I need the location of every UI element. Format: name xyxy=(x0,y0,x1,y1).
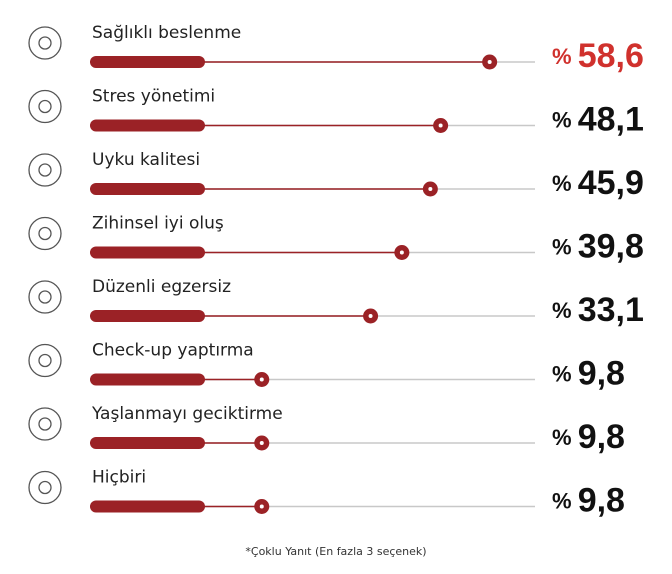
marker-dot xyxy=(487,60,492,64)
value-prefix: % xyxy=(552,171,578,196)
category-label: Zihinsel iyi oluş xyxy=(92,214,224,234)
category-label: Düzenli egzersiz xyxy=(92,277,231,297)
icon-shape xyxy=(28,26,62,60)
value-label: % 58,6 xyxy=(552,37,644,75)
value-number: 9,8 xyxy=(578,481,625,519)
icon xyxy=(28,26,62,60)
value-prefix: % xyxy=(552,425,578,450)
icon-shape xyxy=(28,280,62,314)
value-prefix: % xyxy=(552,44,578,69)
marker-dot xyxy=(259,377,264,382)
category-label: Stres yönetimi xyxy=(92,87,215,107)
value-prefix: % xyxy=(552,298,578,323)
bar-base xyxy=(90,183,205,195)
bar-base xyxy=(90,56,205,68)
category-label: Sağlıklı beslenme xyxy=(92,23,241,43)
value-label: % 33,1 xyxy=(552,291,644,329)
icon-shape xyxy=(28,343,62,378)
value-prefix: % xyxy=(552,361,578,386)
icon xyxy=(28,89,62,124)
icon-shape xyxy=(28,216,62,251)
value-label: % 39,8 xyxy=(552,227,644,265)
value-number: 45,9 xyxy=(578,164,644,202)
bar-base xyxy=(90,373,205,386)
footnote: *Çoklu Yanıt (En fazla 3 seçenek) xyxy=(245,545,426,558)
marker-dot xyxy=(259,504,264,509)
icon-shape xyxy=(38,99,52,114)
value-label: % 48,1 xyxy=(552,100,644,138)
icon xyxy=(28,343,62,378)
icon-shape xyxy=(38,417,52,431)
icon-shape xyxy=(28,470,62,505)
bar-base xyxy=(90,310,205,322)
value-label: % 9,8 xyxy=(552,418,625,456)
value-number: 9,8 xyxy=(578,418,625,456)
icon-shape xyxy=(38,36,52,50)
value-number: 58,6 xyxy=(578,37,644,75)
icon-shape xyxy=(38,290,52,304)
value-label: % 9,8 xyxy=(552,481,625,519)
bar-base xyxy=(90,437,205,449)
value-label: % 45,9 xyxy=(552,164,644,202)
value-prefix: % xyxy=(552,107,578,132)
icon xyxy=(28,280,62,314)
marker-dot xyxy=(399,250,404,255)
value-number: 39,8 xyxy=(578,227,644,265)
icon-shape xyxy=(38,226,52,241)
value-label: % 9,8 xyxy=(552,354,625,392)
category-label: Yaşlanmayı geciktirme xyxy=(91,404,283,424)
value-prefix: % xyxy=(552,488,578,513)
icon-shape xyxy=(38,163,52,177)
category-label: Hiçbiri xyxy=(92,468,146,488)
bar-base xyxy=(90,500,205,513)
icon xyxy=(28,470,62,505)
icon-shape xyxy=(28,89,62,124)
value-number: 33,1 xyxy=(578,291,644,329)
icon xyxy=(28,407,62,441)
bar-base xyxy=(90,119,205,132)
marker-dot xyxy=(259,441,264,445)
icon-shape xyxy=(28,407,62,441)
icon-shape xyxy=(28,153,62,187)
bar-base xyxy=(90,246,205,259)
marker-dot xyxy=(438,123,443,128)
category-label: Check-up yaptırma xyxy=(92,341,254,361)
marker-dot xyxy=(428,187,433,191)
value-number: 48,1 xyxy=(578,100,644,138)
icon xyxy=(28,153,62,187)
icon-shape xyxy=(38,353,52,368)
value-number: 9,8 xyxy=(578,354,625,392)
category-label: Uyku kalitesi xyxy=(92,150,200,170)
marker-dot xyxy=(368,314,373,318)
icon xyxy=(28,216,62,251)
icon-shape xyxy=(38,480,52,495)
value-prefix: % xyxy=(552,234,578,259)
